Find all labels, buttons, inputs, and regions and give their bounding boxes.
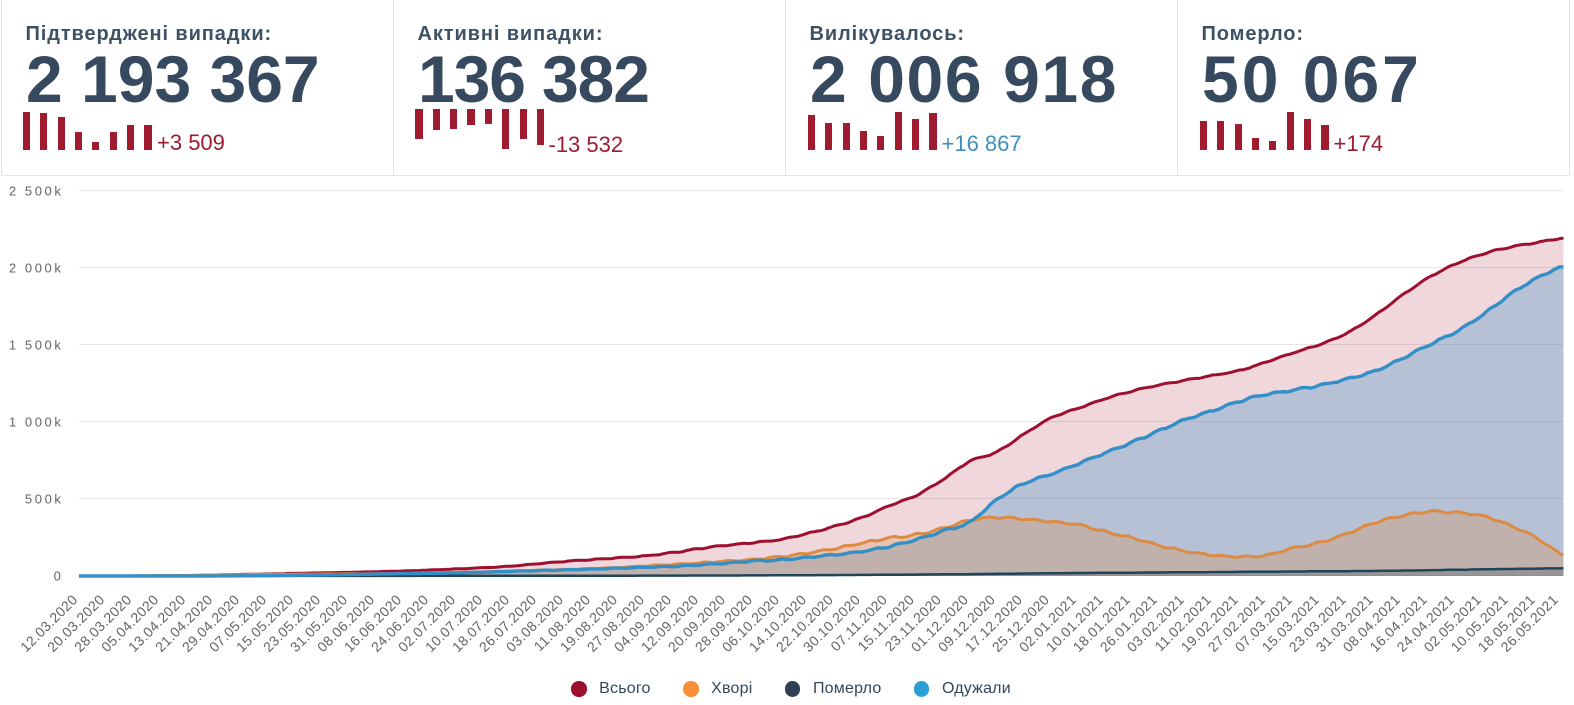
svg-text:500k: 500k — [25, 492, 64, 507]
svg-text:0: 0 — [54, 569, 64, 584]
svg-text:1 500k: 1 500k — [9, 338, 64, 353]
svg-text:2 000k: 2 000k — [9, 261, 64, 276]
svg-text:2 500k: 2 500k — [9, 184, 64, 199]
svg-text:1 000k: 1 000k — [9, 415, 64, 430]
